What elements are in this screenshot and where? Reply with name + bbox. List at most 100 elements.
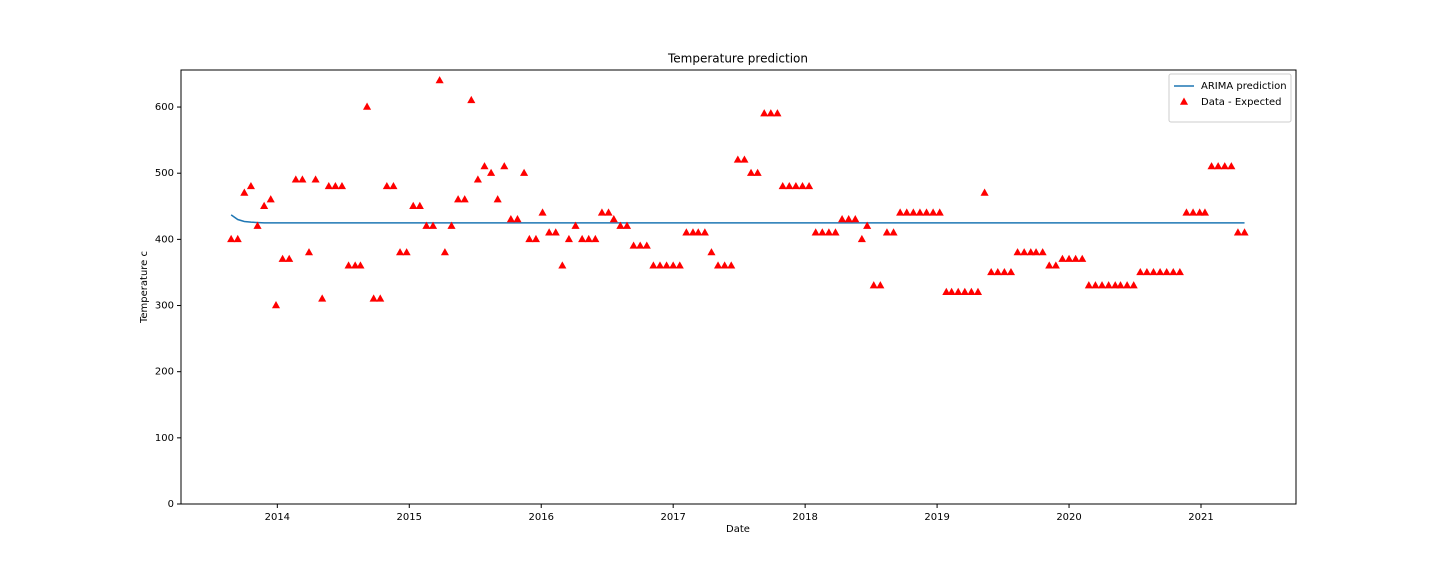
data-point [337, 181, 347, 190]
data-point [1084, 281, 1093, 289]
data-point [298, 175, 307, 183]
data-point [351, 261, 360, 269]
data-point [447, 221, 456, 229]
x-tick-label: 2015 [397, 512, 422, 523]
data-point [318, 294, 327, 302]
data-point [571, 221, 580, 229]
data-point [655, 261, 665, 269]
data-point [1000, 267, 1009, 276]
data-point [1156, 267, 1165, 276]
data-point [246, 181, 255, 190]
data-point [993, 267, 1002, 276]
data-point [1051, 261, 1060, 269]
data-point [662, 261, 671, 269]
data-point [1227, 162, 1236, 170]
data-point [240, 188, 249, 196]
data-point [1038, 248, 1047, 256]
data-point [733, 155, 742, 163]
data-point [415, 201, 424, 209]
data-point [791, 181, 800, 190]
data-point [1220, 162, 1229, 170]
data-point [609, 215, 618, 223]
data-point [402, 248, 411, 256]
data-point [811, 228, 820, 236]
y-tick-label: 600 [155, 102, 174, 113]
data-point [604, 208, 613, 216]
data-point [395, 248, 405, 256]
data-point [896, 208, 905, 216]
y-tick-label: 400 [155, 234, 174, 245]
data-point [233, 234, 242, 243]
data-point [1032, 248, 1041, 256]
data-point [285, 254, 294, 262]
data-point [1142, 267, 1151, 276]
x-tick-label: 2018 [792, 512, 817, 523]
data-point [688, 228, 698, 236]
y-tick-label: 500 [155, 168, 174, 179]
data-point [942, 287, 951, 295]
data-point [980, 188, 989, 196]
data-point [1136, 267, 1145, 276]
data-point [616, 221, 625, 229]
data-point [915, 208, 924, 216]
data-point [454, 195, 463, 203]
legend-box [1168, 73, 1292, 123]
legend-label: ARIMA prediction [1201, 81, 1287, 92]
data-point [707, 248, 716, 256]
data-point [713, 261, 723, 269]
data-point [727, 261, 736, 269]
data-point [669, 261, 678, 269]
data-point [584, 234, 593, 243]
data-point [1058, 254, 1067, 262]
data-point [428, 221, 438, 229]
data-point [591, 234, 600, 243]
data-point [1162, 267, 1171, 276]
data-point [1200, 208, 1210, 216]
data-point [460, 195, 469, 203]
data-point [1116, 281, 1125, 289]
data-point [778, 181, 787, 190]
data-point [266, 195, 275, 203]
data-point [760, 109, 769, 117]
data-point [1129, 281, 1138, 289]
data-point [902, 208, 911, 216]
data-point [520, 168, 529, 176]
data-point [675, 261, 684, 269]
data-point [500, 162, 509, 170]
legend-swatch [1179, 97, 1189, 105]
data-point [1064, 254, 1074, 262]
data-point [636, 241, 645, 249]
data-point [551, 228, 560, 236]
data-point [1071, 254, 1080, 262]
data-point [1013, 248, 1022, 256]
x-tick-label: 2021 [1188, 512, 1213, 523]
data-point [746, 168, 756, 176]
data-point [863, 221, 872, 229]
x-tick-label: 2014 [265, 512, 290, 523]
y-tick-label: 300 [155, 301, 174, 312]
data-point [649, 261, 658, 269]
data-point [1182, 208, 1191, 216]
data-point [487, 168, 496, 176]
data-point [376, 294, 385, 302]
data-point [1240, 228, 1249, 236]
data-point [525, 234, 534, 243]
data-point [506, 215, 515, 223]
data-point [1207, 162, 1216, 170]
chart-title: Temperature prediction [667, 52, 808, 66]
data-point [363, 102, 372, 110]
data-point [869, 281, 878, 289]
data-point [844, 215, 853, 223]
data-point [260, 201, 269, 209]
data-point [720, 261, 729, 269]
data-point [773, 109, 782, 117]
data-point [1097, 281, 1107, 289]
data-point [382, 181, 391, 190]
data-point [954, 287, 963, 295]
data-point [278, 254, 287, 262]
data-point [344, 261, 353, 269]
data-point [947, 287, 956, 295]
data-point [1175, 267, 1184, 276]
data-point [558, 261, 567, 269]
